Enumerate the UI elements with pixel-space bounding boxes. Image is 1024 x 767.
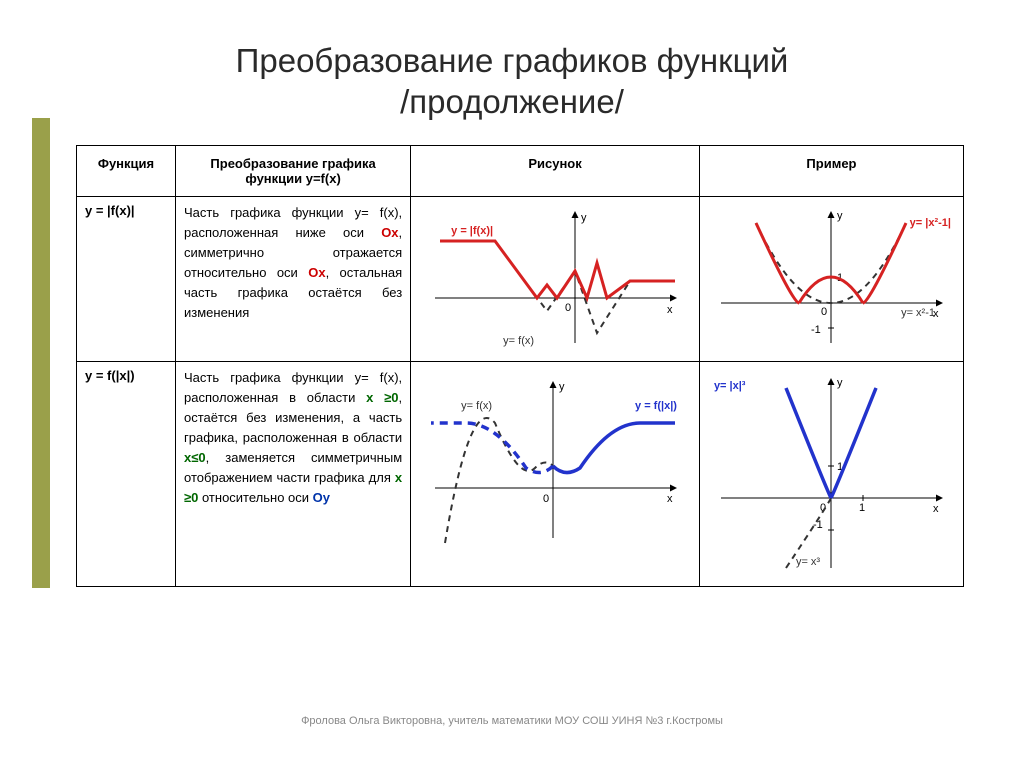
title-line-1: Преобразование графиков функций: [236, 42, 789, 79]
axis-y-label: y: [581, 212, 587, 224]
ex0-m1: -1: [811, 324, 821, 336]
figure-cell-0: x y 0 y = |f(x)| y= f(x): [411, 196, 700, 361]
ex1-label-orig: y= x³: [796, 556, 820, 568]
fig1-y: y: [559, 381, 565, 393]
func-cell-1: y = f(|x|): [77, 361, 176, 586]
table-header-row: Функция Преобразование графика функции y…: [77, 145, 964, 196]
axis-x-label: x: [667, 304, 673, 316]
ex1-1: 1: [859, 502, 865, 514]
example-cell-0: x y 0 1 -1 y= |x²-1|: [699, 196, 963, 361]
fig0-label-orig: y= f(x): [503, 335, 534, 347]
fig0-label-red: y = |f(x)|: [451, 225, 493, 237]
fig1-o: 0: [543, 493, 549, 505]
ex1-x: x: [933, 503, 939, 515]
table-row: y = |f(x)| Часть графика функции y= f(x)…: [77, 196, 964, 361]
desc-cell-0: Часть графика функции y= f(x), расположе…: [176, 196, 411, 361]
header-transform: Преобразование графика функции y=f(x): [176, 145, 411, 196]
desc-cell-1: Часть графика функции y= f(x), расположе…: [176, 361, 411, 586]
ex0-label-orig: y= x²-1: [901, 307, 935, 319]
accent-bar: [32, 118, 50, 588]
ex0-label-red: y= |x²-1|: [910, 217, 951, 229]
ex0-y: y: [837, 210, 843, 222]
fig1-label-blue: y = f(|x|): [635, 400, 677, 412]
transform-table: Функция Преобразование графика функции y…: [76, 145, 964, 587]
figure-chart-1: x y 0: [425, 368, 685, 548]
example-chart-1: x y 0 1 -1 1: [711, 368, 951, 578]
fig1-x: x: [667, 493, 673, 505]
axis-origin: 0: [565, 302, 571, 314]
table-row: y = f(|x|) Часть графика функции y= f(x)…: [77, 361, 964, 586]
ex1-label-blue: y= |x|³: [714, 380, 746, 392]
ex0-o: 0: [821, 306, 827, 318]
header-func: Функция: [77, 145, 176, 196]
header-figure: Рисунок: [411, 145, 700, 196]
slide-title: Преобразование графиков функций /продолж…: [32, 18, 992, 137]
header-example: Пример: [699, 145, 963, 196]
footer-credit: Фролова Ольга Викторовна, учитель матема…: [32, 715, 992, 727]
title-line-2: /продолжение/: [400, 83, 624, 120]
figure-cell-1: x y 0 y= f(x) y = f(|x|): [411, 361, 700, 586]
slide: Преобразование графиков функций /продолж…: [32, 18, 992, 733]
ex1-y: y: [837, 377, 843, 389]
example-cell-1: x y 0 1 -1 1: [699, 361, 963, 586]
func-cell-0: y = |f(x)|: [77, 196, 176, 361]
fig1-label-orig: y= f(x): [461, 400, 492, 412]
